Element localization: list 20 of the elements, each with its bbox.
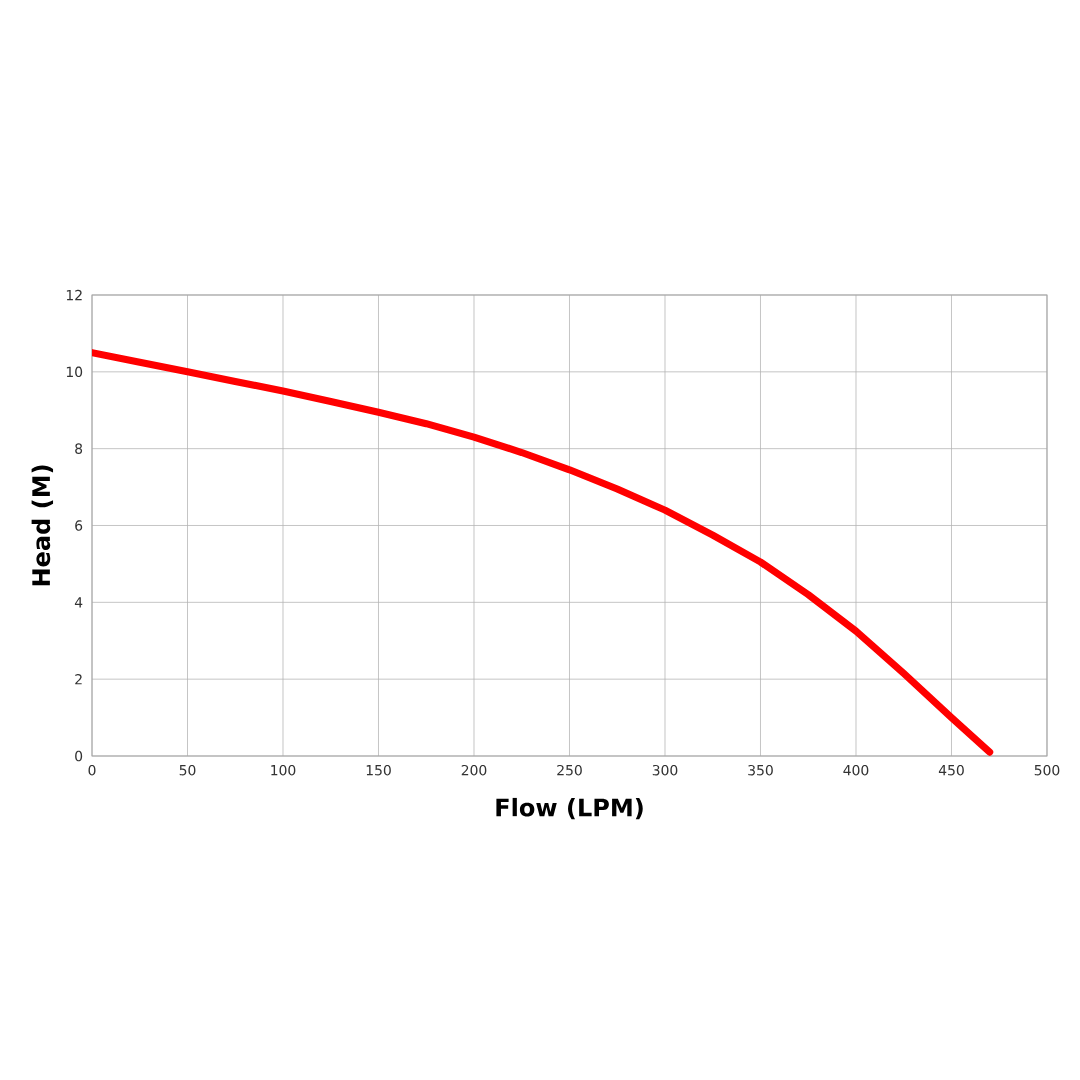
x-axis-title: Flow (LPM) bbox=[496, 797, 643, 820]
x-tick-label: 50 bbox=[179, 764, 196, 776]
y-tick-label: 6 bbox=[75, 520, 83, 531]
x-tick-label: 300 bbox=[652, 764, 678, 776]
x-tick-label: 450 bbox=[938, 764, 964, 776]
x-tick-label: 0 bbox=[88, 764, 96, 776]
x-tick-label: 200 bbox=[461, 764, 487, 776]
y-tick-label: 0 bbox=[75, 750, 83, 762]
y-tick-label: 2 bbox=[75, 673, 82, 685]
x-tick-label: 500 bbox=[1034, 764, 1060, 776]
y-tick-label: 4 bbox=[74, 597, 83, 608]
y-tick-label: 8 bbox=[75, 443, 83, 454]
x-tick-label: 100 bbox=[271, 764, 296, 776]
y-tick-label: 10 bbox=[66, 366, 83, 378]
y-tick-label: 12 bbox=[66, 289, 82, 301]
x-tick-label: 400 bbox=[843, 764, 869, 776]
x-tick-label: 350 bbox=[748, 764, 773, 776]
y-axis-title: Head (M) bbox=[31, 465, 54, 586]
x-tick-label: 250 bbox=[557, 764, 582, 776]
x-tick-label: 150 bbox=[366, 764, 391, 776]
